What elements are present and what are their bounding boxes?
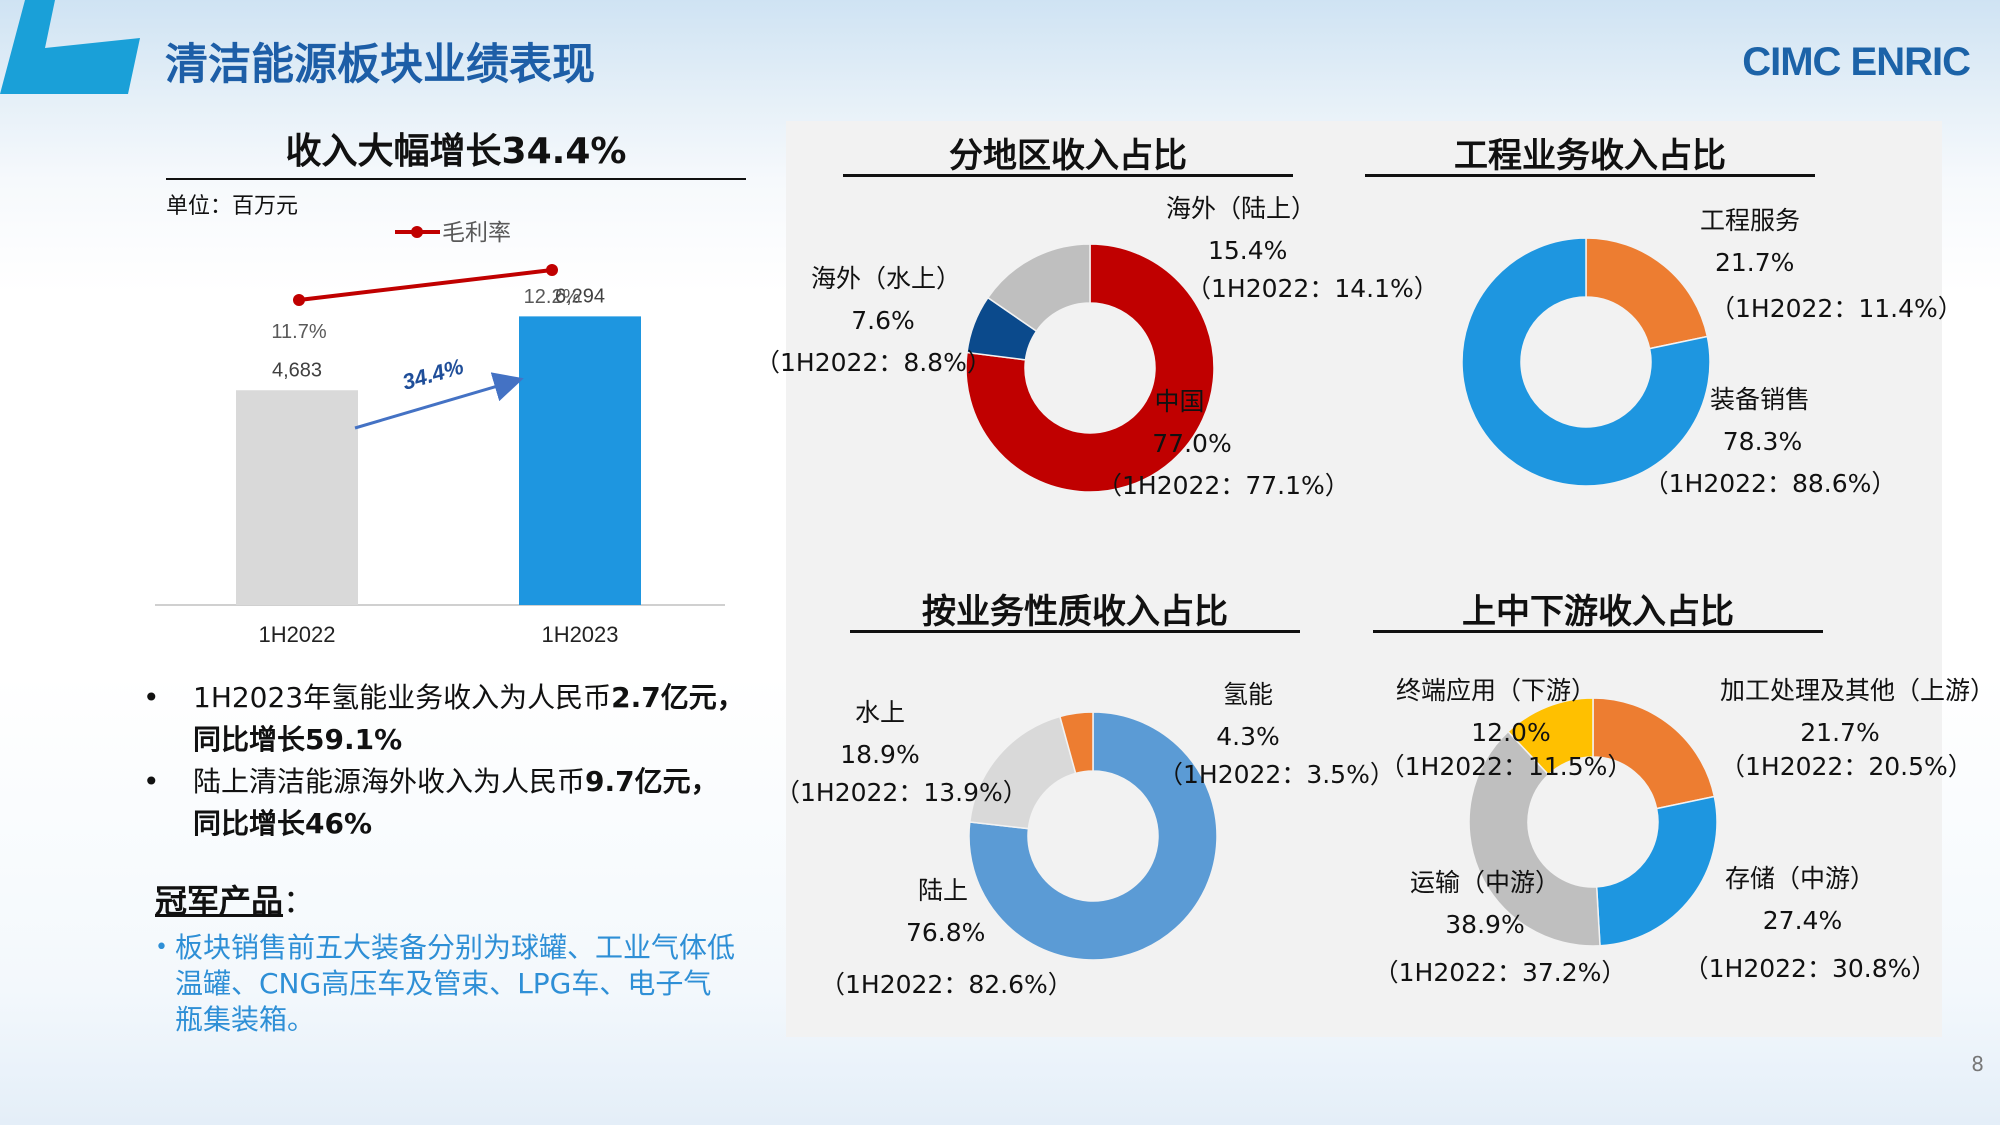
bullet-2-text: 陆上清洁能源海外收入为人民币 (193, 765, 586, 798)
bar-value-label: 6,294 (555, 285, 605, 307)
label-china: 中国 77.0% （1H2022：77.1%） (1097, 387, 1350, 500)
page-number: 8 (1971, 1052, 1984, 1076)
chain-donut (1468, 697, 1718, 947)
champion-line-2: 温罐、CNG高压车及管束、LPG车、电子气 (175, 967, 712, 1000)
chain-title-rule (1373, 630, 1823, 633)
champion-colon: ： (283, 882, 316, 920)
corner-logo-shape (0, 0, 140, 94)
bullet-2-line2: 同比增长46% (193, 807, 373, 840)
nature-donut (968, 711, 1218, 961)
label-transport: 运输（中游） 38.9% （1H2022：37.2%） (1373, 868, 1627, 987)
champion-line-1: 板块销售前五大装备分别为球罐、工业气体低 (175, 931, 736, 964)
left-heading-rule (166, 178, 746, 180)
margin-point (293, 294, 305, 306)
donut-slice-0 (965, 243, 1215, 493)
region-donut (965, 243, 1215, 493)
brand-logo: CIMC ENRIC (1742, 40, 1971, 84)
label-water: 水上 18.9% （1H2022：13.9%） (775, 698, 1028, 807)
legend-marker (411, 226, 423, 238)
legend-label: 毛利率 (442, 220, 511, 246)
champion-text: • 板块销售前五大装备分别为球罐、工业气体低 温罐、CNG高压车及管束、LPG车… (155, 930, 775, 1038)
donut-slice-1 (1461, 237, 1711, 487)
margin-label: 11.7% (271, 321, 326, 343)
label-overseas-water: 海外（水上） 7.6% （1H2022：8.8%） (755, 264, 992, 377)
champion-heading: 冠军产品： (155, 876, 315, 922)
bullet-dot: • (143, 681, 160, 714)
margin-point (546, 264, 558, 276)
bar-1H2023 (519, 316, 641, 605)
engineering-title-rule (1365, 174, 1815, 177)
champion-bullet: • (155, 935, 168, 960)
champion-title: 冠军产品 (155, 882, 284, 920)
revenue-bar-chart: 4,683 1H2022 6,294 1H2023 34.4% 11.7% 12.2% 毛利率 (155, 220, 725, 647)
label-eng-service: 工程服务 21.7% （1H2022：11.4%） (1700, 206, 1963, 323)
region-title-rule (843, 174, 1293, 177)
growth-label: 34.4% (399, 354, 466, 395)
growth-arrow (354, 372, 524, 430)
label-eng-equipment: 装备销售 78.3% （1H2022：88.6%） (1643, 385, 1897, 498)
donut-slice-3 (1507, 697, 1594, 776)
bullet-1-bold: 2.7亿元， (611, 681, 745, 714)
label-land: 陆上 76.8% （1H2022：82.6%） (820, 876, 1073, 999)
left-heading: 收入大幅增长34.4% (285, 131, 627, 172)
nature-title: 按业务性质收入占比 (922, 592, 1228, 632)
bullet-2-bold: 9.7亿元， (585, 765, 719, 798)
champion-line-3: 瓶集装箱。 (175, 1003, 316, 1036)
label-storage: 存储（中游） 27.4% （1H2022：30.8%） (1683, 864, 1937, 983)
bullet-2: • 陆上清洁能源海外收入为人民币9.7亿元， 同比增长46% (143, 761, 763, 845)
engineering-title: 工程业务收入占比 (1454, 136, 1726, 176)
donut-slice-1 (1595, 795, 1718, 947)
label-overseas-land: 海外（陆上） 15.4% （1H2022：14.1%） (1166, 194, 1439, 303)
bullet-1: • 1H2023年氢能业务收入为人民币2.7亿元， 同比增长59.1% (143, 677, 763, 761)
bar-1H2022 (236, 390, 358, 605)
margin-label: 12.2% (524, 286, 581, 308)
label-upstream: 加工处理及其他（上游） 21.7% （1H2022：20.5%） (1720, 676, 1996, 781)
donut-slice-2 (1058, 711, 1094, 775)
donut-slice-1 (968, 715, 1077, 830)
x-tick-label: 1H2022 (258, 622, 335, 647)
donut-slice-2 (986, 243, 1091, 333)
bullet-dot: • (143, 765, 160, 798)
chain-title: 上中下游收入占比 (1462, 592, 1734, 632)
donut-slice-0 (1592, 697, 1716, 810)
nature-title-rule (850, 630, 1300, 633)
x-tick-label: 1H2023 (541, 622, 618, 647)
page-title: 清洁能源板块业绩表现 (165, 40, 595, 90)
bar-value-label: 4,683 (272, 359, 322, 381)
bullet-1-line2: 同比增长59.1% (193, 723, 403, 756)
donut-slice-2 (1468, 730, 1601, 947)
unit-label: 单位：百万元 (166, 194, 299, 219)
label-downstream: 终端应用（下游） 12.0% （1H2022：11.5%） (1379, 676, 1633, 781)
donut-slice-0 (1585, 237, 1709, 350)
engineering-donut (1461, 237, 1711, 487)
region-title: 分地区收入占比 (949, 136, 1187, 176)
margin-line (298, 268, 553, 302)
donut-slice-0 (968, 711, 1218, 961)
label-hydrogen: 氢能 4.3% （1H2022：3.5%） (1158, 680, 1395, 789)
bullet-list: • 1H2023年氢能业务收入为人民币2.7亿元， 同比增长59.1% • 陆上… (143, 677, 763, 845)
bullet-1-text: 1H2023年氢能业务收入为人民币 (193, 681, 612, 714)
